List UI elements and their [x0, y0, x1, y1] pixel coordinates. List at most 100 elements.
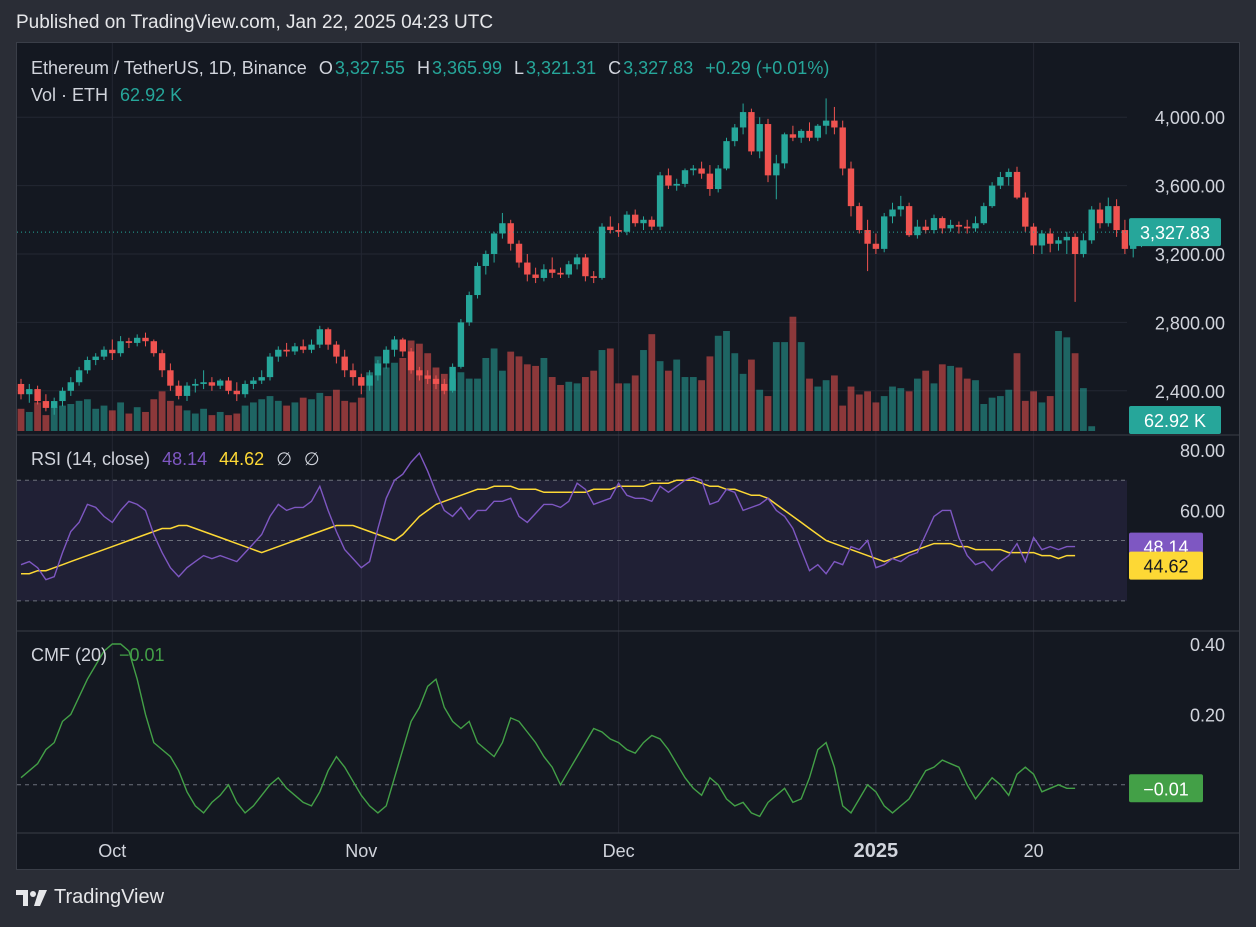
candle-body	[1022, 197, 1029, 227]
candle-body	[905, 206, 913, 236]
candle-body	[1030, 226, 1037, 246]
tradingview-logo-icon	[16, 889, 47, 906]
candle-body	[607, 226, 614, 231]
candle-body	[598, 226, 606, 278]
volume-bar	[474, 378, 481, 431]
volume-bar	[233, 413, 241, 431]
volume-bar	[1046, 396, 1054, 431]
volume-bar	[772, 342, 780, 431]
volume-bar	[947, 365, 954, 431]
candle-body	[673, 183, 680, 186]
volume-bar	[540, 357, 548, 431]
candle-body	[416, 370, 423, 376]
volume-bar	[133, 407, 141, 431]
volume-bar	[781, 342, 788, 431]
candle-body	[864, 230, 871, 244]
rsi-y-tick: 60.00	[1180, 501, 1225, 521]
volume-bar	[465, 378, 473, 431]
candle-body	[706, 173, 714, 190]
candle-body	[142, 337, 149, 342]
volume-bar	[532, 365, 539, 431]
candle-body	[632, 214, 639, 224]
volume-bar	[698, 380, 705, 431]
candle-body	[656, 175, 664, 227]
cmf-y-tick: 0.40	[1190, 635, 1225, 655]
candle-body	[806, 130, 813, 138]
candle-body	[399, 339, 406, 352]
candle-body	[283, 349, 290, 352]
candle-body	[1088, 209, 1095, 241]
cmf-label: CMF (20)	[31, 645, 107, 665]
volume-bar	[515, 356, 523, 431]
volume-bar	[316, 392, 324, 431]
volume-bar	[499, 370, 506, 431]
volume-bar	[714, 335, 722, 431]
candle-body	[764, 124, 772, 176]
candle-body	[449, 366, 456, 391]
volume-bar	[656, 361, 664, 431]
candle-body	[623, 214, 631, 232]
volume-bar	[67, 404, 75, 431]
rsi-ma-value: 44.62	[219, 449, 265, 469]
candle-body	[300, 346, 307, 350]
volume-bar	[258, 399, 266, 431]
volume-bar	[748, 359, 755, 431]
candle-body	[383, 349, 390, 364]
candle-body	[250, 380, 257, 384]
candle-body	[540, 269, 548, 278]
candle-body	[441, 383, 448, 391]
volume-bar	[905, 391, 913, 431]
volume-bar	[117, 402, 124, 431]
cmf-value: −0.01	[119, 645, 165, 665]
volume-bar	[814, 386, 822, 431]
volume-bar	[756, 389, 764, 431]
volume-bar	[432, 367, 440, 431]
candle-body	[374, 363, 382, 376]
volume-bar	[158, 391, 166, 431]
volume-bar	[1071, 353, 1079, 431]
candle-body	[872, 243, 880, 249]
candle-body	[897, 206, 904, 210]
volume-bar	[142, 411, 149, 431]
volume-label: Vol · ETH	[31, 85, 109, 105]
candle-body	[648, 219, 655, 227]
candle-body	[590, 276, 597, 278]
candle-body	[582, 257, 589, 277]
volume-bar	[440, 373, 448, 431]
candle-body	[964, 226, 971, 229]
candle-body	[1013, 171, 1021, 198]
price-y-tick: 4,000.00	[1155, 108, 1225, 128]
volume-bar	[407, 340, 415, 431]
volume-bar	[606, 348, 614, 431]
rsi-ma-value-tag-bg	[1129, 551, 1203, 580]
candle-body	[698, 168, 705, 174]
chart-frame[interactable]: 2,400.00 2,800.00 3,200.00 3,600.00 4,000.00…	[16, 42, 1240, 870]
candle-body	[466, 295, 473, 323]
volume-bar	[349, 402, 357, 431]
candle-body	[499, 223, 506, 234]
volume-bar	[416, 343, 423, 431]
volume-bar	[615, 383, 622, 431]
volume-bar	[706, 356, 714, 431]
candle-body	[781, 134, 788, 164]
candle-body	[158, 353, 166, 371]
volume-bar	[997, 396, 1004, 431]
volume-bar	[847, 386, 855, 431]
chart-canvas[interactable]: 2,400.00 2,800.00 3,200.00 3,600.00 4,000.00…	[17, 43, 1240, 870]
volume-bar	[880, 396, 888, 431]
volume-bar	[100, 405, 108, 431]
volume-bar	[391, 362, 398, 431]
symbol-label: Ethereum / TetherUS, 1D, Binance	[31, 58, 307, 78]
volume-bar	[955, 367, 963, 431]
volume-bar	[565, 381, 573, 431]
volume-bar	[366, 372, 373, 431]
candle-body	[972, 223, 979, 229]
volume-bar	[59, 405, 66, 431]
candle-body	[1121, 230, 1129, 249]
rsi-y-tick: 80.00	[1180, 441, 1225, 461]
volume-bar	[972, 380, 979, 431]
footer-brand: TradingView	[16, 886, 164, 909]
candle-body	[26, 389, 33, 395]
volume-bar	[623, 383, 631, 431]
cmf-value-tag-bg	[1129, 774, 1203, 803]
